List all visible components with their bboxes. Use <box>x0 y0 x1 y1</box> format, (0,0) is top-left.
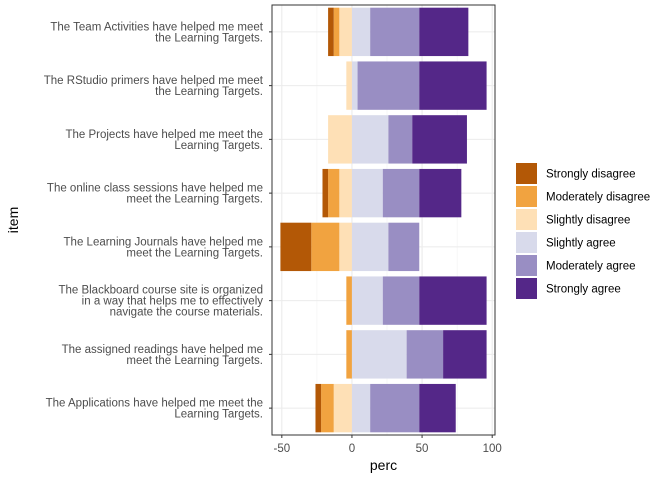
bar-segment <box>328 7 334 57</box>
bar-segment <box>333 7 340 57</box>
x-tick-label: -50 <box>274 443 291 455</box>
legend-label: Moderately disagree <box>546 192 650 204</box>
bar-segment <box>370 383 420 433</box>
y-tick-label: The Learning Journals have helped me meet… <box>64 236 263 259</box>
y-axis-title: item <box>5 207 21 233</box>
bar-segment <box>339 168 352 218</box>
bar-segment <box>333 383 352 433</box>
bar-segment <box>321 383 334 433</box>
bar-segment <box>419 276 487 325</box>
bar-segment <box>351 222 389 272</box>
x-axis: -50 0 50 100 <box>274 435 502 455</box>
legend-label: Slightly disagree <box>546 215 630 227</box>
legend-key <box>516 163 537 184</box>
bar-segment <box>346 330 352 379</box>
bar-segment <box>346 276 352 325</box>
legend: Strongly disagree Moderately disagree Slig… <box>516 163 650 299</box>
y-tick-label: The Projects have helped me meet the Lear… <box>65 129 263 152</box>
legend-key <box>516 278 537 299</box>
x-tick-label: 0 <box>349 443 355 455</box>
y-tick-label: The RStudio primers have helped me meet t… <box>44 75 264 98</box>
legend-label: Strongly agree <box>546 284 621 296</box>
x-tick-label: 50 <box>416 443 429 455</box>
y-tick-label: The Applications have helped me meet the… <box>46 398 263 421</box>
bar-segment <box>382 168 420 218</box>
x-tick-label: 100 <box>483 443 502 455</box>
bar-segment <box>443 330 487 379</box>
bar-segment <box>388 222 420 272</box>
bar-segment <box>280 222 312 272</box>
bar-segment <box>351 383 371 433</box>
bar-segment <box>412 115 467 164</box>
legend-label: Moderately agree <box>546 261 636 273</box>
bar-segment <box>328 168 340 218</box>
bar-segment <box>315 383 322 433</box>
y-tick-label: The online class sessions have helped me… <box>47 183 263 206</box>
bar-segment <box>328 115 352 164</box>
bar-segment <box>406 330 444 379</box>
bar-segment <box>388 115 413 164</box>
bar-segment <box>351 7 371 57</box>
bar-segment <box>419 168 462 218</box>
bar-segment <box>351 115 389 164</box>
y-tick-label: The Blackboard course site is organized i… <box>58 285 263 319</box>
bar-segment <box>311 222 340 272</box>
bar-segment <box>370 7 420 57</box>
bar-segment <box>419 7 469 57</box>
bar-segment <box>382 276 420 325</box>
bar-segment <box>351 168 383 218</box>
bar-segment <box>419 383 456 433</box>
plot-panel-border <box>271 4 496 436</box>
legend-key <box>516 255 537 276</box>
plot-panel <box>271 4 496 436</box>
bar-segment <box>351 276 383 325</box>
legend-key <box>516 232 537 253</box>
y-tick-label: The assigned readings have helped me meet… <box>62 344 263 367</box>
x-axis-title: perc <box>370 457 397 473</box>
bar-segment <box>357 61 420 110</box>
bar-segment <box>346 61 352 110</box>
bar-segment <box>351 330 407 379</box>
bar-segment <box>339 7 352 57</box>
bars <box>280 7 487 433</box>
y-tick-label: The Team Activities have helped me meet t… <box>50 21 263 44</box>
bar-segment <box>322 168 329 218</box>
legend-label: Slightly agree <box>546 238 616 250</box>
y-axis: The Team Activities have helped me meet t… <box>44 21 272 421</box>
bar-segment <box>351 61 358 110</box>
legend-key <box>516 209 537 230</box>
legend-label: Strongly disagree <box>546 169 636 181</box>
bar-segment <box>419 61 487 110</box>
bar-segment <box>339 222 352 272</box>
legend-key <box>516 186 537 207</box>
